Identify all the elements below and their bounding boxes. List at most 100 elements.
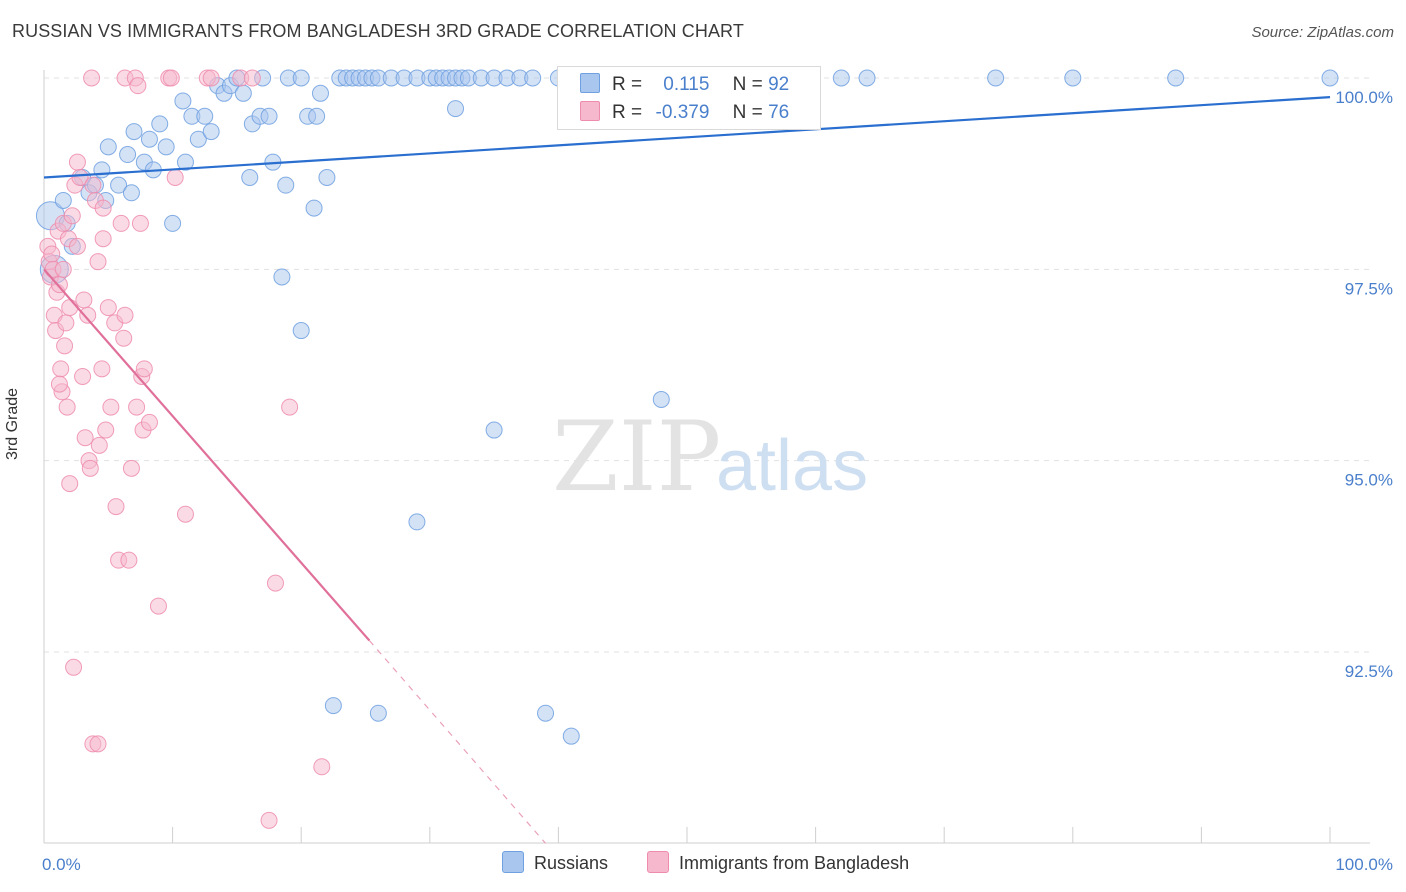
legend-swatch-russians [502, 851, 524, 873]
bangladesh-point [135, 360, 153, 378]
y-tick-label: 95.0% [1345, 471, 1393, 490]
bangladesh-point [162, 69, 180, 87]
bangladesh-point [58, 398, 76, 416]
russians-point [308, 107, 326, 125]
legend-n-value: 76 [768, 102, 790, 123]
russians-point [157, 138, 175, 156]
watermark-atlas: atlas [716, 426, 868, 506]
russians-point [99, 138, 117, 156]
russians-point [858, 69, 876, 87]
legend-n-value: 92 [768, 74, 790, 95]
russians-point [292, 69, 310, 87]
bangladesh-point [81, 459, 99, 477]
bangladesh-point [202, 69, 220, 87]
x-tick-label: 100.0% [1335, 855, 1393, 874]
russians-point [234, 84, 252, 102]
russians-point [305, 199, 323, 217]
bangladesh-point [94, 199, 112, 217]
watermark-zip: ZIP [552, 401, 721, 513]
legend-label-bangladesh: Immigrants from Bangladesh [679, 853, 910, 873]
bangladesh-point [120, 551, 138, 569]
legend-n-label: N = [732, 74, 763, 95]
bangladesh-point [266, 574, 284, 592]
russians-point [110, 176, 128, 194]
russians-point [987, 69, 1005, 87]
bangladesh-point [102, 398, 120, 416]
russians-point [54, 191, 72, 209]
russians-point [151, 115, 169, 133]
y-axis-label: 3rd Grade [4, 387, 21, 460]
legend-r-value: -0.379 [655, 102, 710, 123]
russians-point [292, 322, 310, 340]
bangladesh-point [99, 299, 117, 317]
legend-n-label: N = [732, 102, 763, 123]
trend-lines [43, 96, 1331, 844]
russians-point [125, 123, 143, 141]
russians-point [562, 727, 580, 745]
legend-r-label: R = [612, 102, 643, 123]
bangladesh-point [131, 214, 149, 232]
bangladesh-point [129, 77, 147, 95]
russians-point [832, 69, 850, 87]
legend-swatch-bangladesh [647, 851, 669, 873]
bangladesh-point [260, 811, 278, 829]
legend-row-bangladesh: R = -0.379 N = 76 [580, 101, 789, 127]
bangladesh-point [97, 421, 115, 439]
watermark: ZIP atlas [552, 401, 868, 513]
bangladesh-point [68, 153, 86, 171]
bangladesh-point [94, 230, 112, 248]
russians-point [324, 697, 342, 715]
bangladesh-point [61, 299, 79, 317]
russians-point [196, 107, 214, 125]
legend-item-russians: Russians [502, 851, 608, 874]
bangladesh-point [83, 69, 101, 87]
bangladesh-point [112, 214, 130, 232]
tick-labels: 100.0% 97.5% 95.0% 92.5% 0.0% 100.0% [42, 88, 1393, 874]
russians-point [447, 100, 465, 118]
russians-point [241, 168, 259, 186]
bangladesh-point [149, 597, 167, 615]
russians-point [140, 130, 158, 148]
bangladesh-point [74, 367, 92, 385]
legend-row-russians: R = 0.115 N = 92 [580, 73, 789, 99]
legend-swatch-russians [580, 73, 600, 93]
bangladesh-point [61, 475, 79, 493]
x-tick-label: 0.0% [42, 855, 81, 874]
bangladesh-point [84, 176, 102, 194]
bangladesh-point [122, 459, 140, 477]
russians-point [1321, 69, 1339, 87]
legend-item-bangladesh: Immigrants from Bangladesh [647, 851, 909, 874]
russians-point [189, 130, 207, 148]
bangladesh-point [56, 337, 74, 355]
bangladesh-point [107, 498, 125, 516]
bangladesh-point [116, 306, 134, 324]
source-label: Source: ZipAtlas.com [1251, 24, 1394, 41]
russians-point [93, 161, 111, 179]
bangladesh-point [89, 735, 107, 753]
russians-point [369, 704, 387, 722]
chart-title: RUSSIAN VS IMMIGRANTS FROM BANGLADESH 3R… [12, 21, 744, 41]
russians-point [1064, 69, 1082, 87]
bangladesh-point [89, 253, 107, 271]
russians-point [202, 123, 220, 141]
russians-point [1167, 69, 1185, 87]
bangladesh-point [166, 168, 184, 186]
y-tick-label: 100.0% [1335, 88, 1393, 107]
bangladesh-point [243, 69, 261, 87]
bangladesh-point [57, 314, 75, 332]
russians-point [273, 268, 291, 286]
bangladesh-point [281, 398, 299, 416]
y-tick-label: 92.5% [1345, 662, 1393, 681]
russians-point [176, 153, 194, 171]
russians-point [122, 184, 140, 202]
bangladesh-point [65, 658, 83, 676]
bangladesh-point [176, 505, 194, 523]
russians-point [260, 107, 278, 125]
russians-point [485, 421, 503, 439]
bangladesh-point [68, 237, 86, 255]
bangladesh-point [128, 398, 146, 416]
bangladesh-point [90, 436, 108, 454]
bangladesh-point [313, 758, 331, 776]
bangladesh-point [43, 245, 61, 263]
